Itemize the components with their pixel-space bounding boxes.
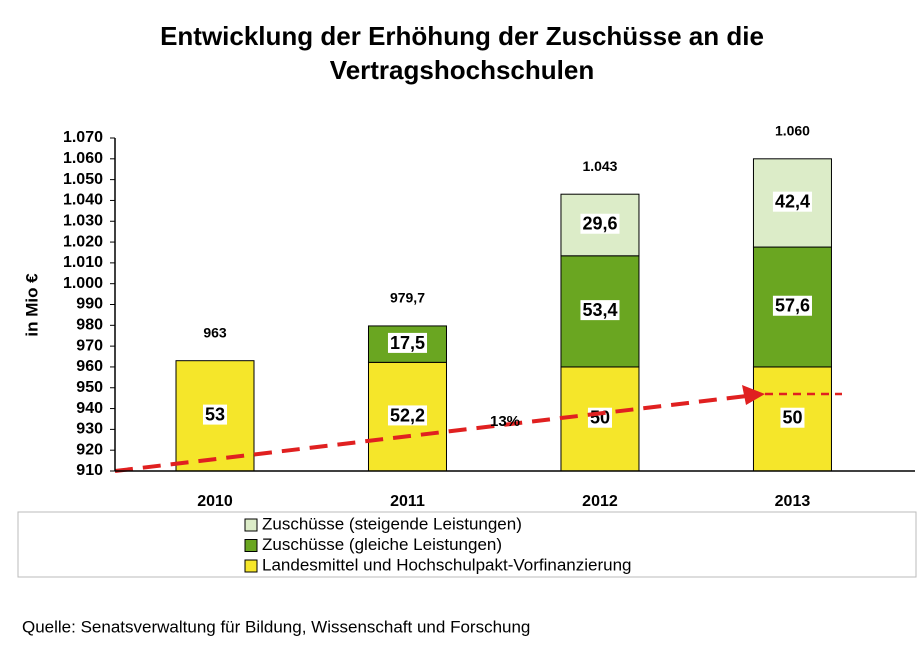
source: Quelle: Senatsverwaltung für Bildung, Wi… — [22, 617, 530, 636]
y-tick-label: 1.020 — [63, 233, 103, 250]
x-tick-label: 2010 — [197, 493, 233, 510]
value-label: 42,4 — [775, 192, 810, 212]
legend-label: Zuschüsse (steigende Leistungen) — [262, 514, 522, 533]
value-label-bg — [772, 295, 812, 316]
y-tick-label: 940 — [76, 400, 103, 417]
y-tick-label: 1.010 — [63, 254, 103, 271]
y-tick-label: 1.000 — [63, 275, 103, 292]
arrow-head — [742, 385, 765, 405]
value-label: 50 — [590, 408, 610, 428]
y-tick-label: 970 — [76, 337, 103, 354]
y-tick-label: 930 — [76, 421, 103, 438]
legend-label: Landesmittel und Hochschulpakt-Vorfinanz… — [262, 555, 632, 574]
value-label-bg — [387, 405, 428, 426]
value-label-bg — [387, 332, 428, 353]
x-tick-label: 2012 — [582, 493, 618, 510]
y-tick-label: 920 — [76, 441, 103, 458]
chart-title: Entwicklung der Erhöhung der Zuschüsse a… — [160, 21, 764, 51]
y-tick-label: 1.070 — [63, 129, 103, 146]
y-tick-label: 1.060 — [63, 150, 103, 167]
value-label: 57,6 — [775, 296, 810, 316]
value-label-bg — [772, 191, 812, 212]
legend-swatch — [244, 559, 258, 573]
legend-swatch — [244, 539, 258, 552]
value-label: 50 — [782, 408, 802, 428]
chart-title: Vertragshochschulen — [330, 55, 594, 85]
y-tick-label: 950 — [76, 379, 103, 396]
legend-swatch — [244, 518, 258, 532]
value-label-bg — [580, 213, 620, 234]
y-tick-label: 1.030 — [63, 212, 103, 229]
value-label: 29,6 — [582, 214, 617, 234]
trend-arrow — [114, 393, 756, 473]
value-label: 53 — [205, 405, 225, 425]
x-tick-label: 2011 — [390, 493, 425, 510]
legend-label: Zuschüsse (gleiche Leistungen) — [262, 535, 502, 554]
total-label: 979,7 — [390, 290, 425, 306]
y-tick-label: 980 — [76, 317, 103, 334]
annotation: 13% — [490, 413, 520, 430]
y-tick-label: 990 — [76, 296, 103, 313]
y-tick-label: 910 — [76, 462, 103, 479]
total-label: 1.043 — [582, 158, 617, 174]
plot: 53 963 52,2 17,5 979,7 50 53,4 29,6 1.043 50 57,6 4… — [175, 123, 832, 472]
total-label: 963 — [203, 324, 227, 340]
value-label: 17,5 — [390, 333, 425, 353]
y-tick-label: 960 — [76, 358, 103, 375]
value-label: 52,2 — [390, 405, 425, 425]
y-tick-label: 1.040 — [63, 192, 103, 209]
total-label: 1.060 — [775, 123, 810, 139]
value-label: 53,4 — [582, 300, 617, 320]
value-label-bg — [580, 300, 620, 321]
y-tick-label: 1.050 — [63, 171, 103, 188]
value-label-bg — [202, 404, 228, 425]
y-axis-title: in Mio € — [22, 273, 41, 337]
value-label-bg — [780, 407, 805, 428]
legend-box — [17, 511, 917, 578]
x-tick-label: 2013 — [775, 493, 811, 510]
